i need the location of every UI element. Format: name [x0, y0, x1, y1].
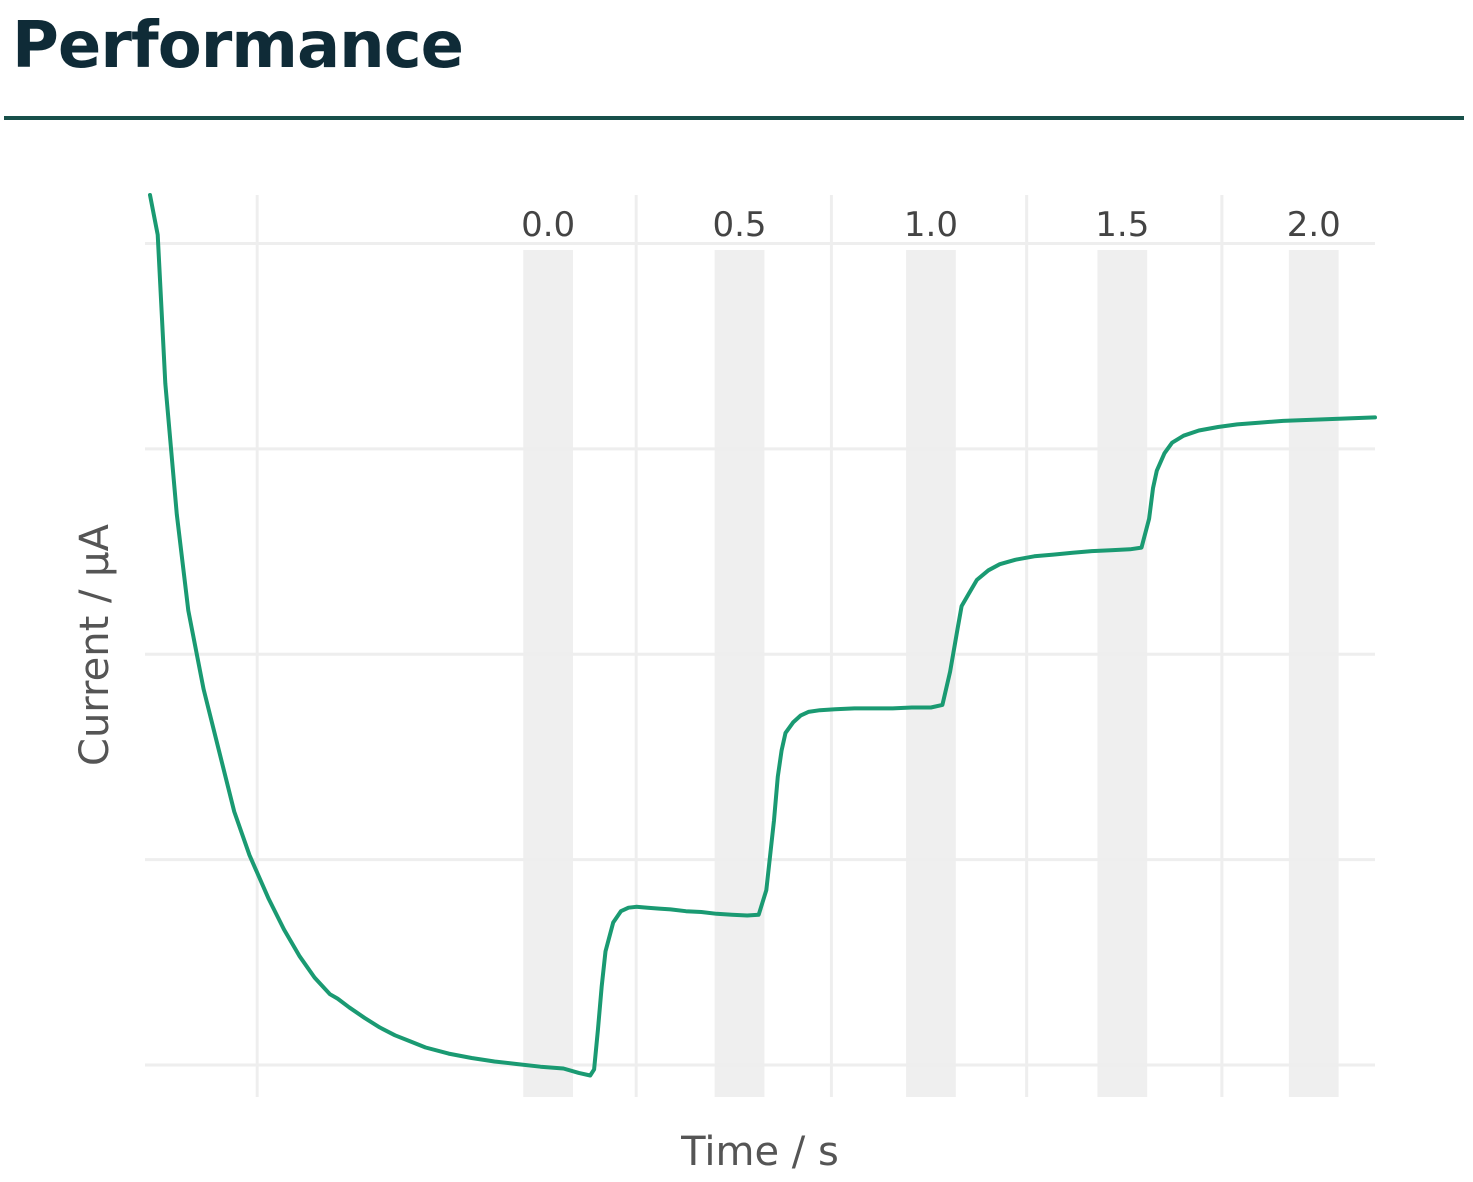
title-divider — [4, 116, 1464, 120]
shaded-band-4 — [1288, 250, 1339, 1097]
shaded-band-1 — [714, 250, 765, 1097]
grid-lines — [145, 195, 1375, 1097]
shaded-band-0 — [523, 250, 574, 1097]
shaded-bands — [523, 250, 1339, 1097]
x-tick-label: 0.5 — [712, 205, 766, 245]
shaded-band-3 — [1097, 250, 1148, 1097]
x-tick-label: 1.0 — [904, 205, 958, 245]
x-tick-label: 0.0 — [521, 205, 575, 245]
x-tick-label: 2.0 — [1287, 205, 1341, 245]
series-line-0 — [148, 193, 1377, 1078]
series-group — [148, 193, 1377, 1078]
x-tick-label: 1.5 — [1095, 205, 1149, 245]
y-axis-label: Current / μA — [72, 523, 118, 766]
x-axis-label: Time / s — [680, 1129, 839, 1175]
x-tick-labels: 0.0 0.5 1.0 1.5 2.0 — [521, 205, 1341, 245]
page-title: Performance — [12, 9, 464, 83]
shaded-band-2 — [906, 250, 956, 1097]
